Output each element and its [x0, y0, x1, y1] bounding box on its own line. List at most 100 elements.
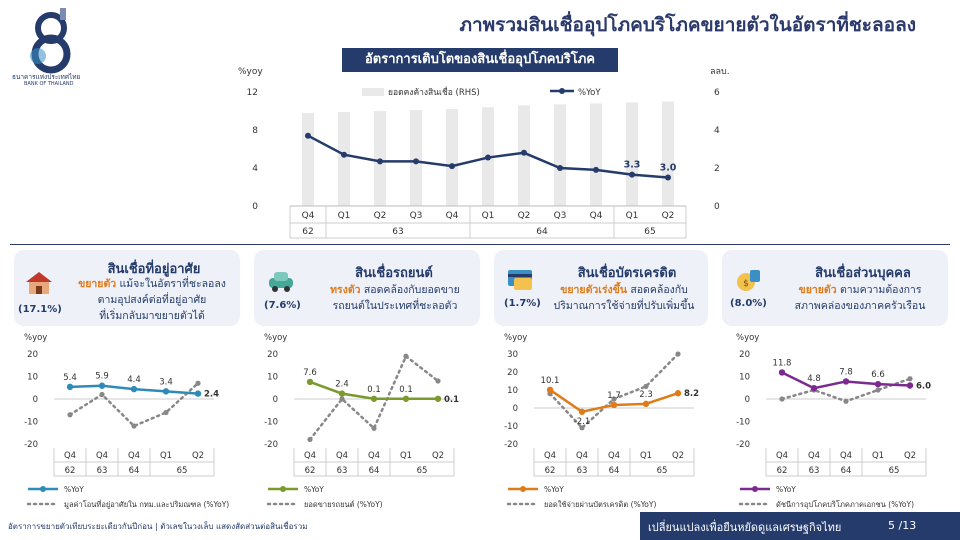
main-ytick-right: 6 [714, 88, 720, 98]
personal-desc-2: สภาพคล่องของภาคครัวเรือน [794, 300, 926, 312]
main-xtick: Q2 [518, 211, 531, 221]
small-xtick: Q4 [776, 451, 788, 461]
main-xtick: Q3 [410, 211, 423, 221]
small-year-label: 65 [657, 466, 668, 476]
small-year-label: 64 [369, 466, 380, 476]
main-chart: %yoy ลลบ. 0 4 8 12 0 2 4 6 ยอดคงค้างสินเชื่อ (RHS)… [238, 67, 730, 239]
small-year-label: 64 [129, 466, 140, 476]
small-data-label: 10.1 [541, 376, 560, 386]
small-year-label: 64 [841, 466, 852, 476]
small-data-label: 3.4 [159, 377, 173, 387]
main-bar [302, 112, 314, 206]
small-ref-point [435, 378, 441, 384]
small-ref-point [875, 387, 881, 393]
small-legend-main-label: %YoY [304, 485, 324, 494]
small-ref-point [67, 412, 73, 418]
small-ytick: 20 [507, 368, 518, 378]
main-line-point [485, 154, 491, 161]
main-line-point [413, 158, 419, 165]
small-main-point [578, 408, 586, 415]
small-ref-point [371, 425, 377, 431]
housing-chart: %yoy 20 10 0 -10 -20 5.4 5.9 4.4 3.4 2.4 Q4 Q4 Q4 Q1 Q2… [24, 333, 229, 509]
page-number: 5 /13 [888, 519, 917, 532]
small-year-label: 62 [305, 466, 316, 476]
small-year-label: 63 [809, 466, 820, 476]
main-year-label: 63 [392, 227, 403, 237]
credit-card-chart: %yoy 30 20 10 0 -10 -20 10.1 -2.1 1.7 2.3 8.2 Q4 Q4 Q4… [504, 333, 699, 509]
legend-line-marker [559, 88, 565, 94]
main-data-label: 3.0 [660, 163, 677, 174]
small-data-label: 4.8 [807, 374, 821, 384]
small-ref-point [99, 391, 105, 398]
main-bar [626, 102, 638, 206]
legend-bar-swatch [362, 88, 384, 96]
main-bar [554, 104, 566, 206]
small-xtick: Q2 [672, 451, 684, 461]
small-data-label: 6.0 [916, 382, 931, 392]
main-xtick: Q2 [662, 211, 675, 221]
personal-highlight: ขยายตัว [798, 284, 837, 296]
small-main-point [674, 390, 682, 397]
credit-card-share: (1.7%) [504, 298, 541, 309]
small-xtick: Q4 [336, 451, 348, 461]
main-year-label: 62 [302, 227, 313, 237]
small-ytick: -10 [504, 422, 518, 432]
legend-line-label: %YoY [578, 88, 601, 98]
small-year-label: 65 [889, 466, 900, 476]
small-data-label: 5.4 [63, 373, 77, 383]
small-data-label: 4.4 [127, 375, 141, 385]
main-line-point [593, 166, 599, 173]
main-data-label: 3.3 [624, 160, 641, 171]
small-legend-ref-label: ยอดใช้จ่ายผ่านบัตรเครดิต (%YoY) [544, 500, 656, 509]
small-data-label: 0.1 [399, 385, 413, 395]
small-main-point [130, 385, 138, 393]
logo-80-icon [30, 8, 71, 74]
small-legend-main-label: %YoY [64, 485, 84, 494]
auto-share: (7.6%) [264, 300, 301, 311]
small-xtick: Q4 [840, 451, 852, 461]
panel-housing: (17.1%) สินเชื่อที่อยู่อาศัย ขยายตัว แม้… [14, 250, 240, 326]
section-divider [10, 244, 950, 245]
small-xtick: Q4 [128, 451, 140, 461]
small-ytick: 10 [267, 373, 278, 383]
auto-chart: %yoy 20 10 0 -10 -20 7.6 2.4 0.1 0.1 0.1 Q4 Q4 Q4 Q1 Q2… [264, 333, 459, 509]
small-xtick: Q4 [96, 451, 108, 461]
panel-personal: $ (8.0%) สินเชื่อส่วนบุคคล ขยายตัว ตามคว… [722, 250, 948, 326]
housing-share: (17.1%) [18, 304, 62, 315]
small-year-label: 65 [417, 466, 428, 476]
main-ylabel-right: ลลบ. [710, 67, 730, 77]
small-ref-point [779, 396, 785, 402]
svg-text:$: $ [743, 279, 749, 289]
footnote: อัตราการขยายตัวเทียบระยะเดียวกันปีก่อน |… [8, 522, 308, 531]
personal-desc: ขยายตัว ตามความต้องการ สภาพคล่องของภาคคร… [774, 282, 946, 314]
small-ytick: 0 [745, 395, 750, 405]
small-main-point [842, 378, 850, 385]
small-ytick: 20 [267, 350, 278, 360]
small-main-point [610, 401, 618, 409]
credit-card-icon [508, 270, 532, 290]
small-ylabel: %yoy [24, 333, 47, 343]
small-ref-point [195, 380, 201, 386]
footer-bar [640, 512, 960, 540]
small-main-point [546, 386, 554, 394]
main-xtick: Q4 [590, 211, 603, 221]
main-year-label: 64 [536, 227, 548, 237]
main-bar [338, 111, 350, 206]
small-main-point [66, 383, 74, 391]
small-year-label: 63 [337, 466, 348, 476]
main-line-point [629, 171, 635, 178]
auto-desc-2: รถยนต์ในประเทศที่ชะลอตัว [332, 300, 458, 312]
main-xtick: Q2 [374, 211, 387, 221]
small-ytick: 20 [27, 350, 38, 360]
small-xtick: Q4 [576, 451, 588, 461]
small-main-point [906, 382, 914, 389]
housing-desc-1: แม้จะในอัตราที่ชะลอลง [116, 278, 226, 290]
small-year-label: 65 [177, 466, 188, 476]
small-legend-main-label: %YoY [544, 485, 564, 494]
small-xtick: Q2 [432, 451, 444, 461]
small-legend-ref-label: มูลค่าโอนที่อยู่อาศัยใน กทม.และปริมณฑล (… [64, 499, 229, 509]
small-ylabel: %yoy [264, 333, 287, 343]
small-xtick: Q2 [904, 451, 916, 461]
small-data-label: 7.8 [839, 367, 853, 377]
small-ytick: 20 [739, 350, 750, 360]
